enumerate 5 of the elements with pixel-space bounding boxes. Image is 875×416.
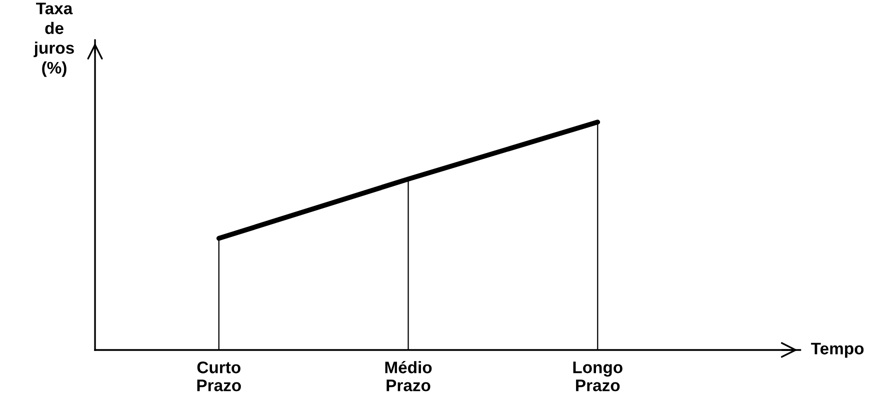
x-tick-label: Curto Prazo: [197, 362, 241, 392]
x-tick-label: Médio Prazo: [385, 360, 432, 392]
x-axis-title: Tempo: [811, 342, 864, 358]
y-axis-title: Taxa de juros (%): [34, 2, 74, 77]
x-tick-label: Longo Prazo: [573, 362, 622, 392]
